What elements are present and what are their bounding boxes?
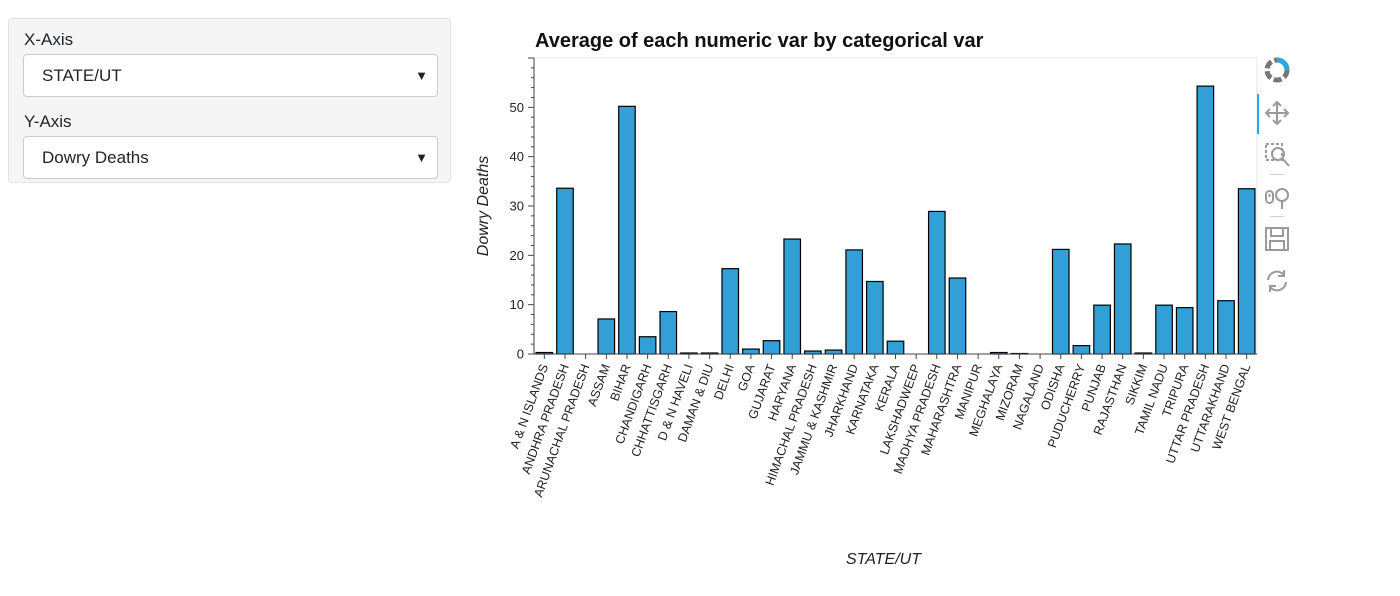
bars-group: [535, 85, 1256, 355]
pan-icon[interactable]: [1263, 99, 1291, 127]
toolbar-divider: [1270, 174, 1284, 175]
x-axis-chevron-down-icon: ▼: [415, 68, 428, 83]
axis-controls-panel: X-Axis STATE/UT ▼ Y-Axis Dowry Deaths ▼: [8, 18, 451, 183]
bar: [638, 336, 657, 355]
bar: [845, 249, 864, 355]
bar: [824, 349, 843, 355]
bar: [597, 318, 616, 355]
bar: [721, 268, 740, 355]
active-tool-indicator: [1257, 94, 1259, 134]
y-axis-title: Dowry Deaths: [475, 156, 492, 256]
y-tick-label: 20: [510, 248, 524, 263]
box-zoom-icon[interactable]: [1263, 141, 1291, 169]
save-icon[interactable]: [1263, 225, 1291, 253]
bar: [762, 340, 781, 355]
plot-area: [533, 57, 1258, 355]
bar: [659, 310, 678, 355]
bar: [948, 277, 967, 355]
wheel-zoom-icon[interactable]: [1263, 183, 1291, 211]
y-tick-label: 30: [510, 199, 524, 214]
bar: [618, 105, 636, 355]
x-axis-title: STATE/UT: [846, 551, 922, 568]
x-tick-label: GOA: [735, 362, 758, 394]
bar: [742, 348, 760, 355]
bar: [783, 238, 802, 355]
bar: [1175, 307, 1194, 355]
y-axis-select-value: Dowry Deaths: [42, 148, 149, 167]
y-tick-label: 40: [510, 149, 524, 164]
bar: [1155, 304, 1173, 355]
y-tick-label: 50: [510, 100, 524, 115]
bar: [1217, 300, 1235, 355]
x-axis-select[interactable]: STATE/UT ▼: [23, 54, 438, 97]
chart-toolbar: [1257, 56, 1297, 296]
y-axis-select[interactable]: Dowry Deaths ▼: [23, 136, 438, 179]
y-axis: 0 10 20 30 40 50: [510, 57, 535, 362]
bar: [886, 340, 905, 355]
y-tick-label: 0: [517, 347, 524, 362]
bar-chart: Average of each numeric var by categoric…: [475, 30, 1258, 568]
bokeh-logo-icon[interactable]: [1263, 56, 1291, 84]
y-tick-label: 10: [510, 297, 524, 312]
x-axis-select-value: STATE/UT: [42, 66, 122, 85]
bar: [1196, 85, 1215, 355]
x-axis-label: X-Axis: [24, 30, 74, 49]
bar: [865, 280, 884, 355]
y-axis-label: Y-Axis: [24, 112, 72, 131]
toolbar-divider: [1270, 216, 1284, 217]
reset-icon[interactable]: [1263, 267, 1291, 295]
y-axis-chevron-down-icon: ▼: [415, 150, 428, 165]
bar: [556, 187, 574, 355]
bar: [1237, 188, 1256, 355]
bar: [1093, 304, 1111, 355]
bar: [927, 210, 946, 355]
bar: [1051, 248, 1070, 355]
plot-frame: [533, 57, 1258, 355]
bar: [1113, 243, 1132, 355]
bar: [1072, 345, 1091, 355]
chart-title: Average of each numeric var by categoric…: [535, 30, 984, 52]
